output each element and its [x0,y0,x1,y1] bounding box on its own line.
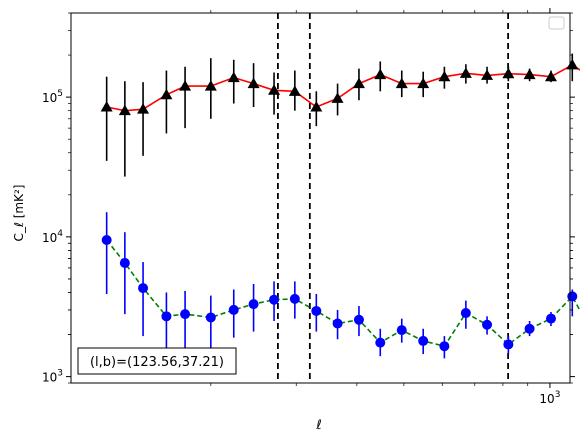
data-point [180,309,191,320]
data-point [417,77,430,89]
series-1 [101,212,580,359]
data-point [502,67,515,79]
data-point [353,314,364,325]
data-point [268,84,281,95]
data-point [503,339,514,350]
data-point [567,291,578,302]
data-point [459,67,472,78]
x-axis-label: ℓ [315,418,321,433]
data-point [161,311,172,322]
data-point [100,100,113,112]
data-point [269,294,280,305]
data-point [523,68,536,80]
data-point [204,80,217,91]
data-point [137,103,150,114]
data-point [160,88,173,100]
data-point [311,305,322,316]
plot-frame [70,12,571,384]
data-point [248,299,259,310]
data-point [332,318,343,329]
data-point [460,308,471,319]
legend [548,16,565,30]
data-point [310,100,323,112]
data-point [524,323,535,334]
y-tick-label: 105 [42,89,63,105]
data-point [375,337,386,348]
axis-ticks: 103 104 105 103 [42,8,575,406]
y-axis-label: C_ℓ [mK²] [12,185,26,242]
series-layer [100,53,580,359]
annotation-text: (l,b)=(123.56,37.21) [90,355,224,370]
data-point [288,85,301,96]
data-point [439,341,450,352]
data-point [179,80,192,91]
data-point [396,325,407,336]
data-point [482,319,493,330]
data-point [374,68,387,80]
data-point [395,77,408,89]
data-point [289,293,300,304]
data-point [101,234,112,245]
data-point [438,70,451,82]
data-point [544,70,557,82]
data-point [331,92,344,103]
data-point [205,312,216,323]
data-point [247,77,260,89]
data-point [119,258,130,269]
data-point [228,304,239,315]
data-point [418,335,429,346]
y-tick-label: 104 [42,229,63,245]
data-point [227,71,240,83]
annotation-box [77,347,237,375]
annotation: (l,b)=(123.56,37.21) [77,347,237,375]
series-0 [100,53,580,177]
x-tick-label: 103 [539,390,560,406]
data-point [118,104,131,116]
data-point [352,77,365,89]
data-point [566,58,579,70]
data-point [138,283,149,294]
data-point [481,69,494,80]
legend-box [548,16,565,30]
y-axis-label-text: C_ℓ [mK²] [12,185,26,242]
y-tick-label: 103 [42,369,63,385]
data-point [545,313,556,324]
